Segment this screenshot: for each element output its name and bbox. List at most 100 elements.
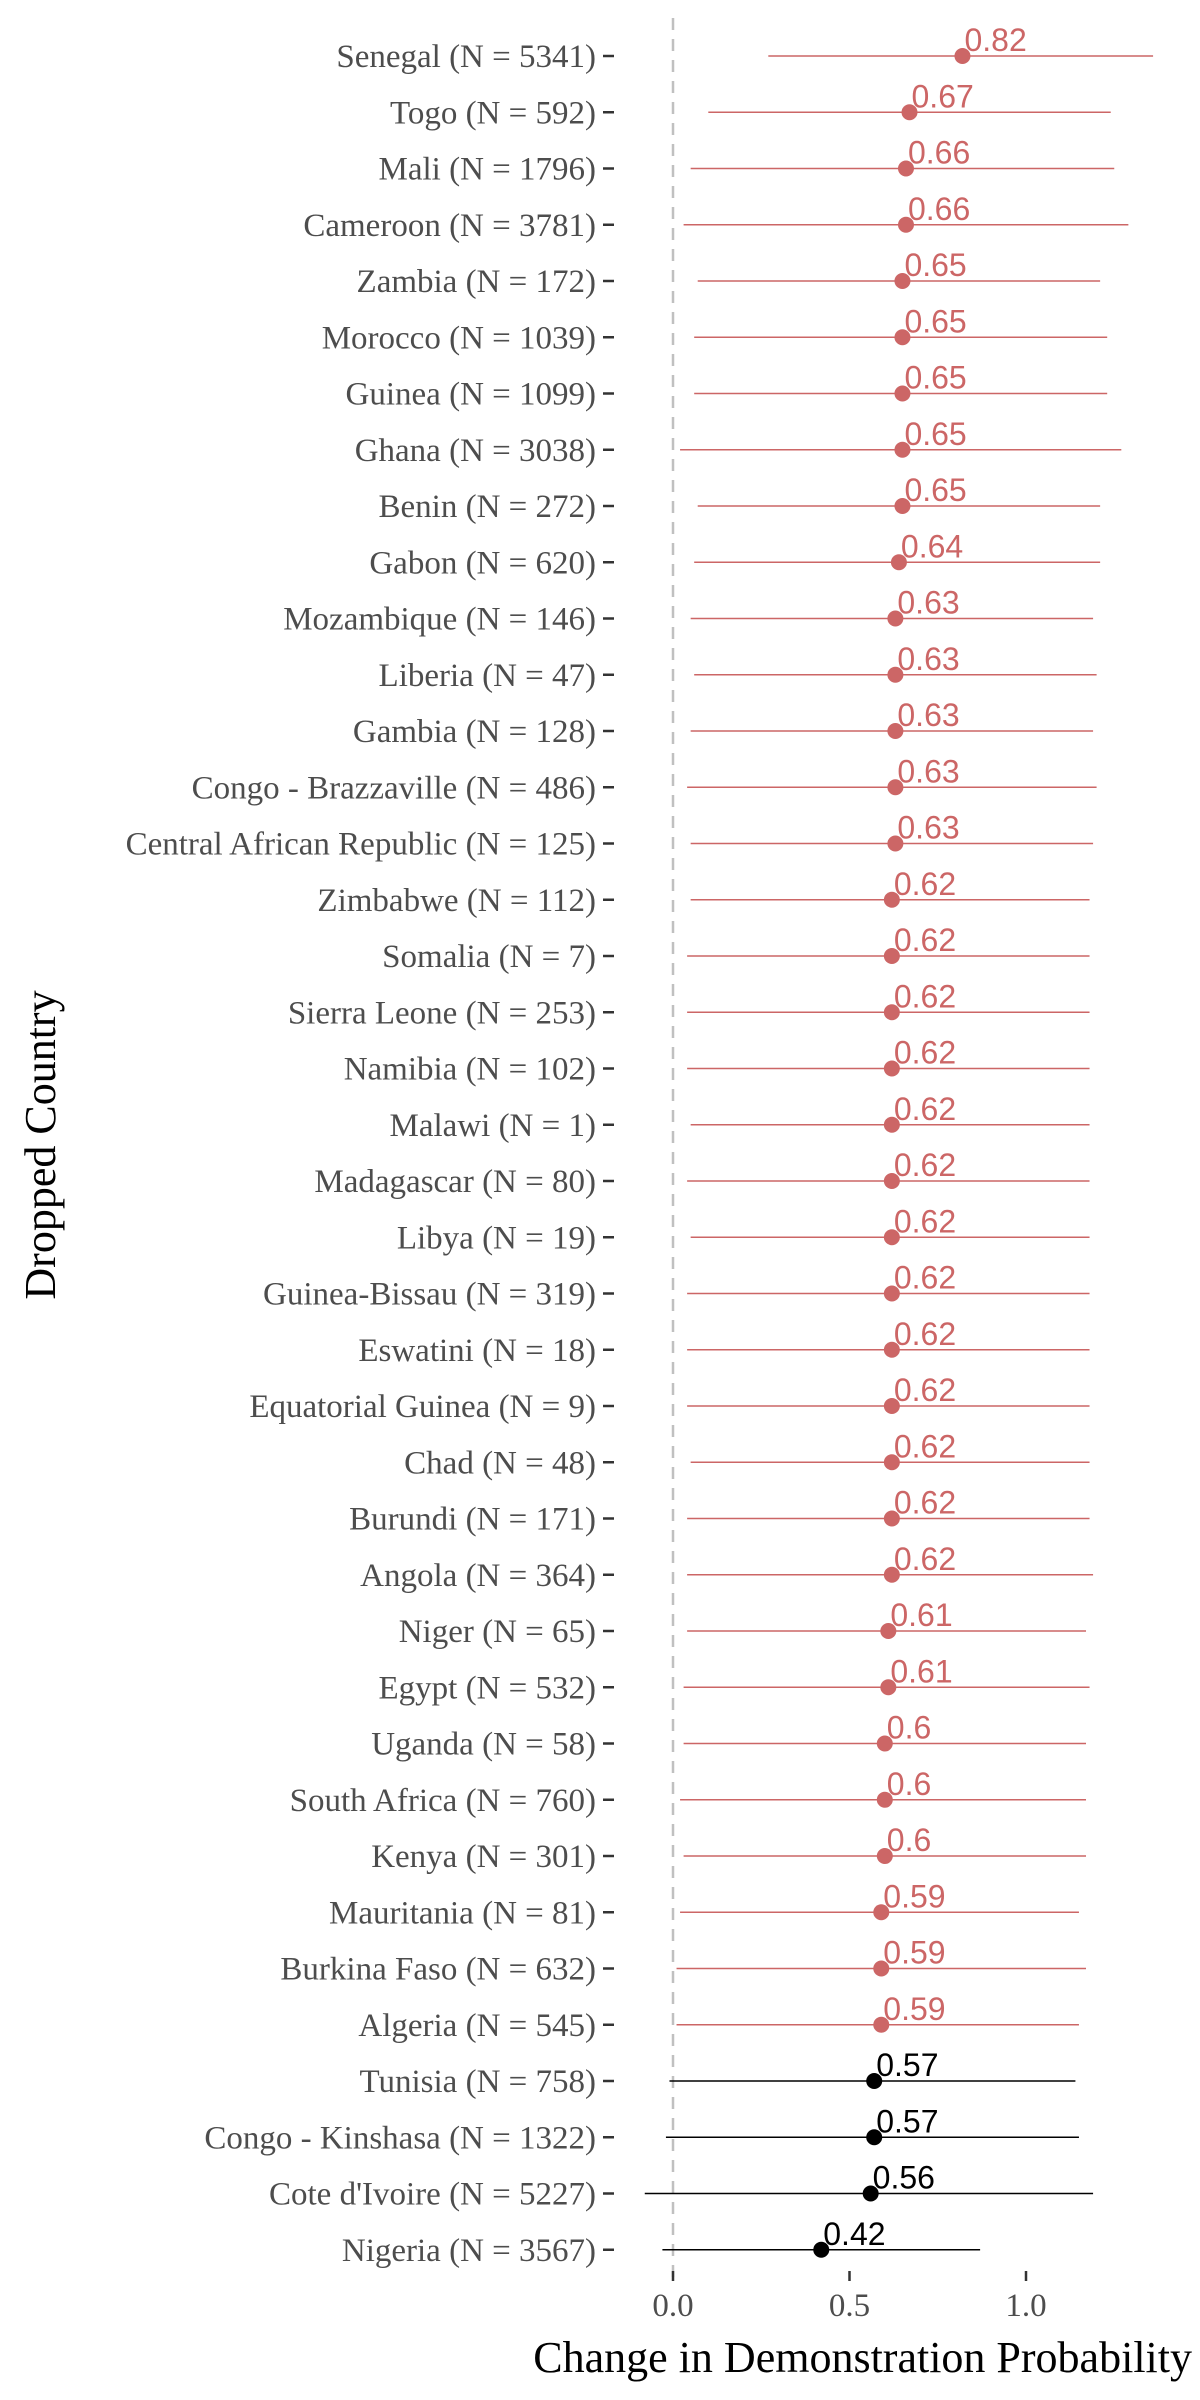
- country-row: Liberia (N = 47) 0.63: [379, 641, 1097, 694]
- estimate-point: [890, 554, 907, 571]
- estimate-point: [880, 1679, 897, 1696]
- country-row: Algeria (N = 545) 0.59: [358, 1991, 1079, 2044]
- estimate-point: [876, 1848, 893, 1864]
- estimate-point: [883, 1004, 900, 1021]
- value-label: 0.6: [887, 1710, 931, 1746]
- country-label: Libya (N = 19): [397, 1220, 596, 1256]
- estimate-point: [897, 160, 914, 177]
- estimate-point: [862, 2185, 879, 2202]
- country-row: Morocco (N = 1039) 0.65: [322, 303, 1108, 356]
- country-row: Angola (N = 364) 0.62: [360, 1541, 1094, 1594]
- country-row: Egypt (N = 532) 0.61: [379, 1653, 1090, 1706]
- country-row: Libya (N = 19) 0.62: [397, 1203, 1090, 1256]
- country-label: Niger (N = 65): [399, 1614, 596, 1650]
- country-row: Madagascar (N = 80) 0.62: [314, 1147, 1090, 1200]
- estimate-point: [883, 1060, 900, 1077]
- country-row: Gambia (N = 128) 0.63: [353, 697, 1094, 750]
- estimate-point: [883, 1173, 900, 1189]
- country-row: Mauritania (N = 81) 0.59: [329, 1878, 1079, 1931]
- country-row: Somalia (N = 7) 0.62: [382, 922, 1090, 975]
- country-row: Kenya (N = 301) 0.6: [371, 1822, 1087, 1875]
- country-label: Madagascar (N = 80): [314, 1164, 596, 1200]
- value-label: 0.62: [894, 1541, 956, 1577]
- estimate-point: [894, 385, 911, 402]
- country-label: Algeria (N = 545): [358, 2008, 596, 2044]
- value-label: 0.64: [901, 528, 963, 564]
- country-row: Senegal (N = 5341) 0.82: [336, 22, 1154, 75]
- value-label: 0.57: [876, 2047, 938, 2083]
- country-label: Nigeria (N = 3567): [342, 2233, 596, 2269]
- country-label: Namibia (N = 102): [344, 1052, 596, 1088]
- country-row: South Africa (N = 760) 0.6: [290, 1766, 1087, 1819]
- country-label: Cote d'Ivoire (N = 5227): [269, 2177, 596, 2213]
- country-label: Guinea (N = 1099): [346, 377, 596, 413]
- value-label: 0.63: [897, 641, 959, 677]
- country-row: Congo - Brazzaville (N = 486) 0.63: [192, 753, 1097, 806]
- estimate-point: [883, 1285, 900, 1302]
- estimate-point: [894, 273, 911, 289]
- estimate-point: [876, 1735, 893, 1752]
- x-axis-title: Change in Demonstration Probability: [533, 2333, 1192, 2382]
- country-label: Sierra Leone (N = 253): [288, 995, 596, 1031]
- value-label: 0.6: [887, 1766, 931, 1802]
- country-row: Mali (N = 1796) 0.66: [379, 135, 1115, 188]
- country-row: Congo - Kinshasa (N = 1322) 0.57: [204, 2103, 1079, 2156]
- value-label: 0.65: [904, 247, 966, 283]
- value-label: 0.82: [964, 22, 1026, 58]
- value-label: 0.62: [894, 1485, 956, 1521]
- value-label: 0.63: [897, 810, 959, 846]
- estimate-point: [897, 216, 914, 233]
- estimate-point: [873, 1904, 890, 1921]
- country-label: Mozambique (N = 146): [283, 602, 596, 638]
- country-row: Niger (N = 65) 0.61: [399, 1597, 1087, 1650]
- value-label: 0.62: [894, 1260, 956, 1296]
- country-label: Zambia (N = 172): [357, 264, 596, 300]
- estimate-point: [873, 1960, 890, 1977]
- value-label: 0.61: [890, 1653, 952, 1689]
- country-label: Benin (N = 272): [379, 489, 597, 525]
- value-label: 0.66: [908, 191, 970, 227]
- country-label: Central African Republic (N = 125): [126, 827, 596, 863]
- country-label: Togo (N = 592): [390, 95, 596, 131]
- country-label: Gambia (N = 128): [353, 714, 596, 750]
- value-label: 0.62: [894, 978, 956, 1014]
- country-row: Guinea (N = 1099) 0.65: [346, 360, 1108, 413]
- value-label: 0.65: [904, 303, 966, 339]
- estimate-point: [883, 1566, 900, 1583]
- country-label: Mauritania (N = 81): [329, 1895, 596, 1931]
- country-row: Uganda (N = 58) 0.6: [371, 1710, 1087, 1763]
- value-label: 0.62: [894, 1091, 956, 1127]
- value-label: 0.62: [894, 866, 956, 902]
- estimate-point: [883, 1229, 900, 1246]
- country-row: Burundi (N = 171) 0.62: [349, 1485, 1090, 1538]
- value-label: 0.62: [894, 1372, 956, 1408]
- country-row: Cameroon (N = 3781) 0.66: [303, 191, 1129, 244]
- country-row: Equatorial Guinea (N = 9) 0.62: [249, 1372, 1090, 1425]
- value-label: 0.59: [883, 1878, 945, 1914]
- country-row: Nigeria (N = 3567) 0.42: [342, 2216, 981, 2269]
- value-label: 0.42: [823, 2216, 885, 2252]
- country-row: Sierra Leone (N = 253) 0.62: [288, 978, 1090, 1031]
- estimate-point: [866, 2073, 883, 2089]
- estimate-point: [894, 329, 911, 346]
- x-tick-label: 0.0: [652, 2288, 693, 2324]
- country-label: Ghana (N = 3038): [355, 433, 596, 469]
- estimate-point: [883, 1510, 900, 1527]
- estimate-point: [954, 48, 971, 64]
- country-row: Zambia (N = 172) 0.65: [357, 247, 1101, 300]
- estimate-point: [887, 835, 904, 852]
- country-label: South Africa (N = 760): [290, 1783, 596, 1819]
- estimate-point: [887, 666, 904, 683]
- country-row: Chad (N = 48) 0.62: [404, 1428, 1090, 1481]
- value-label: 0.62: [894, 1035, 956, 1071]
- estimate-point: [866, 2129, 883, 2146]
- value-label: 0.62: [894, 1428, 956, 1464]
- country-row: Zimbabwe (N = 112) 0.62: [317, 866, 1090, 919]
- estimate-point: [883, 1116, 900, 1133]
- estimate-point: [876, 1791, 893, 1808]
- country-row: Namibia (N = 102) 0.62: [344, 1035, 1090, 1088]
- country-label: Liberia (N = 47): [379, 658, 596, 694]
- country-label: Zimbabwe (N = 112): [317, 883, 596, 919]
- country-row: Tunisia (N = 758) 0.57: [360, 2047, 1076, 2100]
